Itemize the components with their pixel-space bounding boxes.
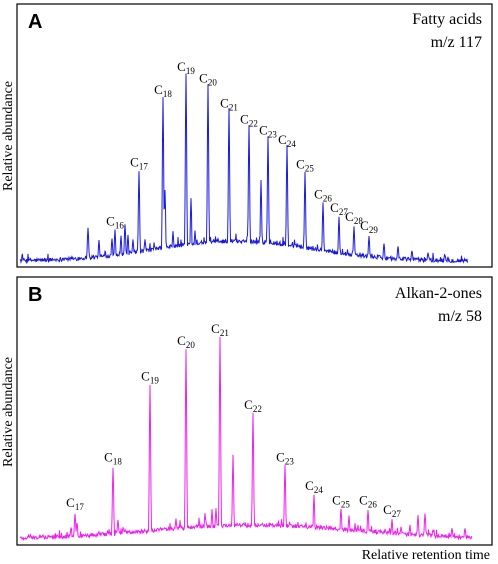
peak-label-c26: C26 [359, 492, 377, 509]
chromatogram-line [19, 73, 469, 265]
peak-label-c20: C20 [199, 70, 217, 87]
peak-label-c17: C17 [66, 495, 84, 512]
chromatogram-line [19, 336, 473, 542]
peak-label-c18: C18 [154, 82, 172, 99]
panel-a-subtitle: m/z 117 [431, 34, 482, 51]
peak-label-c19: C19 [141, 369, 159, 386]
peak-label-c28: C28 [345, 209, 363, 226]
panel-b-frame [16, 276, 493, 546]
peak-label-c27: C27 [330, 200, 348, 217]
panel-b-subtitle: m/z 58 [438, 308, 482, 325]
peak-label-c24: C24 [305, 478, 323, 495]
panel-b-ylabel: Relative abundance [1, 357, 16, 467]
panel-a-title: Fatty acids [412, 11, 482, 28]
peak-label-c16: C16 [106, 213, 124, 230]
peak-label-c21: C21 [220, 95, 238, 112]
peak-label-c19: C19 [177, 59, 195, 76]
peak-label-c24: C24 [278, 132, 296, 149]
panel-b-trace: C17 C18 C19 C20 C21 C22 C23 C24 C25 C26 C27 [19, 321, 473, 542]
panel-a: A Fatty acids m/z 117 Relative abundance… [1, 3, 493, 268]
panel-a-label: A [28, 11, 42, 33]
x-axis-label: Relative retention time [362, 548, 490, 563]
panel-a-ylabel: Relative abundance [1, 81, 16, 191]
peak-label-c21: C21 [211, 321, 229, 338]
peak-label-c26: C26 [314, 186, 332, 203]
panel-b: B Alkan-2-ones m/z 58 Relative abundance… [1, 276, 493, 546]
peak-label-c18: C18 [104, 450, 122, 467]
peak-label-c25: C25 [332, 492, 350, 509]
peak-label-c25: C25 [296, 157, 314, 174]
peak-label-c22: C22 [240, 111, 258, 128]
peak-label-c22: C22 [244, 397, 262, 414]
panel-b-title: Alkan-2-ones [395, 285, 482, 302]
peak-label-c29: C29 [360, 218, 378, 235]
panel-b-label: B [28, 284, 42, 306]
peak-label-c23: C23 [276, 450, 294, 467]
peak-label-c17: C17 [130, 154, 148, 171]
peak-label-c27: C27 [383, 502, 401, 519]
peak-label-c23: C23 [259, 123, 277, 140]
peak-label-c20: C20 [177, 333, 195, 350]
panel-a-frame [16, 3, 493, 268]
